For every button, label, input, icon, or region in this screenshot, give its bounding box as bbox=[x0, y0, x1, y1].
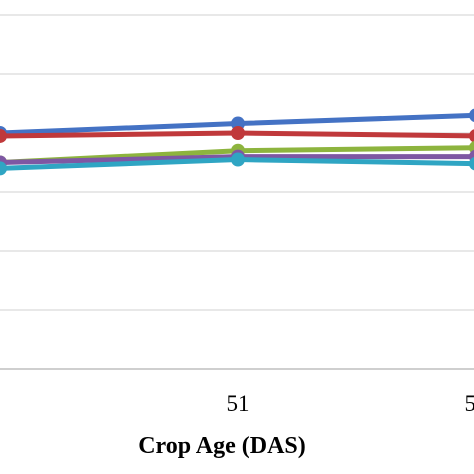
x-tick-label: 51 bbox=[227, 391, 250, 416]
x-axis-title: Crop Age (DAS) bbox=[138, 433, 306, 459]
series-line-4 bbox=[0, 154, 474, 165]
data-point bbox=[0, 128, 7, 143]
data-point bbox=[469, 156, 474, 171]
data-point bbox=[231, 152, 245, 167]
series-group bbox=[0, 108, 474, 176]
series-line-2 bbox=[0, 130, 474, 139]
data-point bbox=[469, 129, 474, 143]
series-line-5 bbox=[0, 157, 474, 171]
series-line-3 bbox=[0, 145, 474, 165]
series-2 bbox=[0, 126, 474, 143]
data-point bbox=[0, 161, 7, 176]
data-point bbox=[469, 108, 474, 123]
series-5 bbox=[0, 152, 474, 176]
x-tick-label: 58 bbox=[465, 391, 474, 416]
data-point bbox=[231, 126, 245, 140]
series-line-1 bbox=[0, 112, 474, 136]
x-tick-labels: 515865727 bbox=[227, 391, 474, 416]
